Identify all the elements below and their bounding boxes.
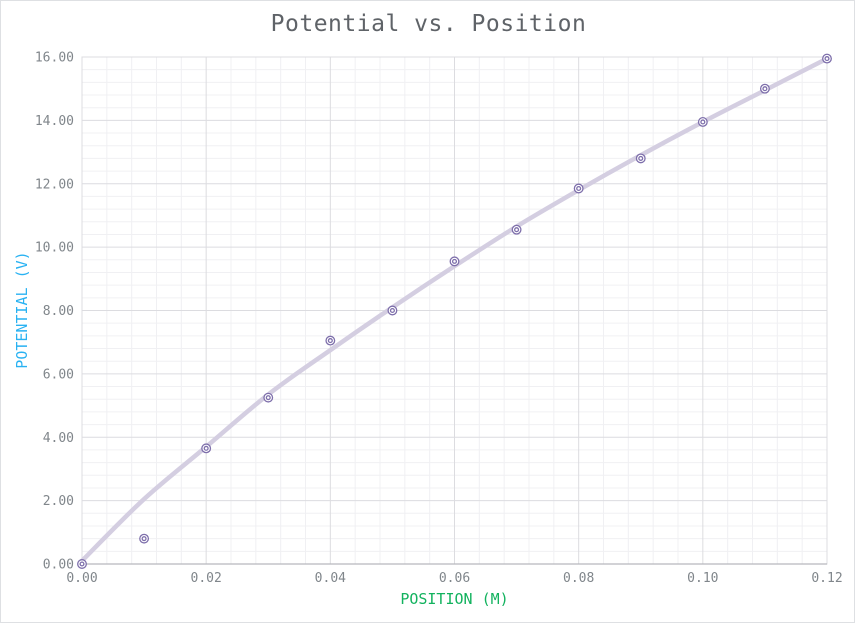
data-point-outer-ring bbox=[139, 533, 150, 544]
x-tick-label: 0.10 bbox=[687, 571, 718, 586]
chart-title: Potential vs. Position bbox=[270, 11, 587, 37]
x-tick-label: 0.00 bbox=[66, 571, 97, 586]
y-tick-label: 12.00 bbox=[35, 177, 74, 192]
data-point-inner-ring bbox=[389, 307, 395, 314]
y-tick-label: 6.00 bbox=[43, 367, 74, 382]
data-point-inner-ring bbox=[638, 155, 644, 161]
data-point-inner-ring bbox=[514, 227, 520, 233]
data-point-inner-ring bbox=[141, 536, 147, 542]
x-tick-label: 0.12 bbox=[811, 571, 842, 586]
x-tick-label: 0.06 bbox=[439, 571, 470, 586]
data-point-outer-ring bbox=[697, 117, 708, 127]
x-tick-label: 0.02 bbox=[191, 571, 222, 586]
data-point-inner-ring bbox=[576, 185, 582, 192]
y-tick-label: 0.00 bbox=[43, 558, 74, 573]
data-point-inner-ring bbox=[79, 561, 85, 567]
y-tick-label: 10.00 bbox=[35, 241, 74, 256]
y-tick-label: 16.00 bbox=[35, 51, 74, 66]
data-point-outer-ring bbox=[325, 335, 336, 346]
data-point-outer-ring bbox=[635, 153, 646, 164]
y-tick-label: 2.00 bbox=[43, 494, 74, 509]
data-point-outer-ring bbox=[77, 559, 87, 569]
data-point-inner-ring bbox=[700, 119, 706, 125]
data-point-outer-ring bbox=[822, 53, 832, 64]
data-point-outer-ring bbox=[201, 443, 212, 454]
data-point-inner-ring bbox=[824, 56, 830, 62]
x-axis-title: POSITION (M) bbox=[400, 590, 509, 608]
data-point-inner-ring bbox=[203, 445, 209, 451]
data-point-inner-ring bbox=[265, 395, 271, 401]
data-point-outer-ring bbox=[759, 83, 770, 94]
y-axis-title: POTENTIAL (V) bbox=[13, 251, 31, 369]
x-tick-label: 0.08 bbox=[563, 571, 594, 586]
data-point-outer-ring bbox=[573, 183, 584, 194]
y-tick-label: 14.00 bbox=[35, 114, 74, 129]
data-point-outer-ring bbox=[449, 256, 460, 267]
x-tick-label: 0.04 bbox=[315, 571, 346, 586]
data-point-inner-ring bbox=[327, 338, 333, 344]
data-point-outer-ring bbox=[387, 305, 398, 316]
data-point-outer-ring bbox=[511, 224, 522, 235]
data-point-outer-ring bbox=[263, 392, 274, 403]
y-tick-label: 4.00 bbox=[43, 431, 74, 446]
data-point-inner-ring bbox=[762, 86, 768, 92]
data-point-inner-ring bbox=[451, 258, 458, 264]
y-tick-label: 8.00 bbox=[43, 304, 74, 319]
